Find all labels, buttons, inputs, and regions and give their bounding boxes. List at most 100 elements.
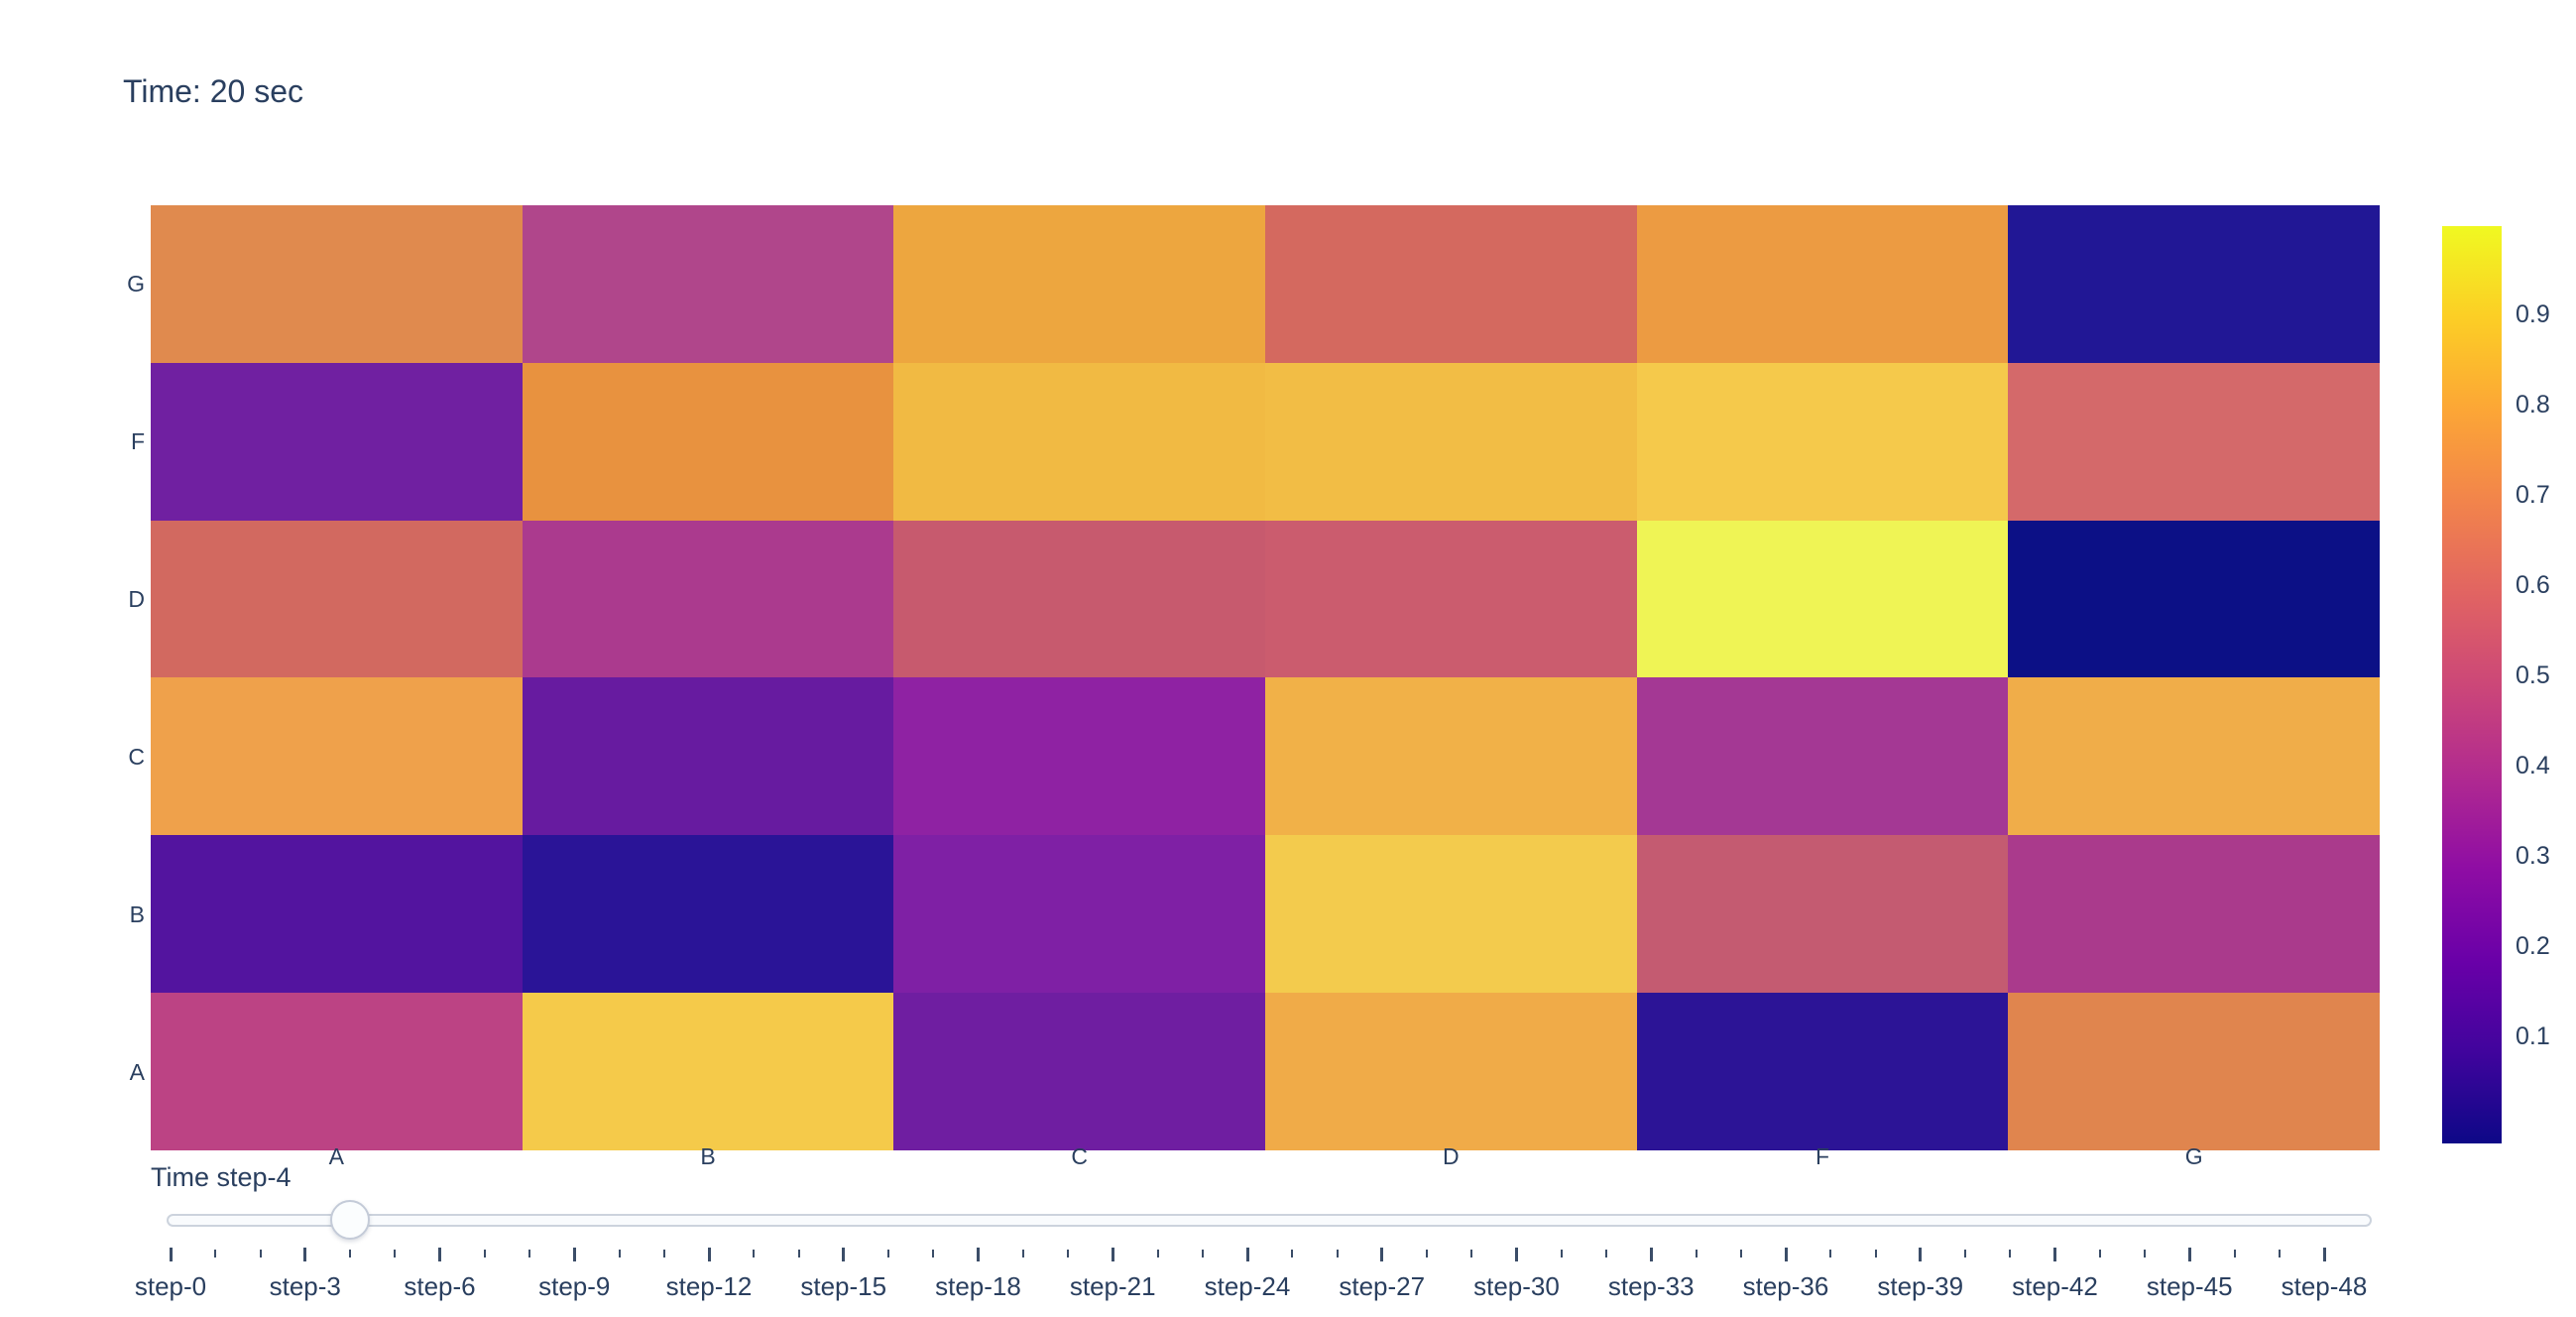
slider-rail[interactable] xyxy=(167,1214,2372,1227)
heatmap-cell[interactable] xyxy=(1264,835,1637,994)
slider-tick-label: step-6 xyxy=(404,1271,476,1301)
heatmap-cell[interactable] xyxy=(2008,205,2380,363)
slider-tick-mark xyxy=(2098,1250,2101,1257)
heatmap-cell[interactable] xyxy=(1636,362,2009,521)
heatmap-cell[interactable] xyxy=(2008,520,2380,678)
heatmap-cell[interactable] xyxy=(151,520,523,678)
heatmap-cell[interactable] xyxy=(893,993,1265,1150)
heatmap-cell[interactable] xyxy=(522,205,894,363)
slider-tick-mark xyxy=(1021,1250,1024,1257)
heatmap-cell[interactable] xyxy=(151,993,523,1150)
slider-tick-mark xyxy=(2053,1248,2056,1261)
slider-tick-mark xyxy=(2009,1250,2012,1257)
heatmap-cell[interactable] xyxy=(893,835,1265,994)
slider-tick-mark xyxy=(572,1248,576,1261)
heatmap-cell[interactable] xyxy=(1264,520,1637,678)
slider-tick-label: step-45 xyxy=(2146,1271,2233,1301)
colorbar-tick-label: 0.8 xyxy=(2516,390,2550,419)
slider-tick-mark xyxy=(1245,1248,1249,1261)
heatmap-cell[interactable] xyxy=(151,362,523,521)
slider-tick-mark xyxy=(797,1250,800,1257)
heatmap-cell[interactable] xyxy=(1636,677,2009,836)
heatmap-cell[interactable] xyxy=(522,677,894,836)
x-axis-label: C xyxy=(1071,1143,1088,1169)
x-axis-label: G xyxy=(2184,1143,2203,1169)
slider-tick-mark xyxy=(1919,1248,1923,1261)
slider-tick-mark xyxy=(1067,1250,1069,1257)
heatmap-cell[interactable] xyxy=(151,677,523,836)
heatmap-cell[interactable] xyxy=(151,205,523,363)
slider-tick-mark xyxy=(214,1250,217,1257)
slider-tick-label: step-18 xyxy=(935,1271,1021,1301)
heatmap-cell[interactable] xyxy=(1636,835,2009,994)
heatmap-cell[interactable] xyxy=(893,520,1265,678)
heatmap-cell[interactable] xyxy=(893,362,1265,521)
y-axis-label: C xyxy=(128,743,145,770)
heatmap-cell[interactable] xyxy=(1264,362,1637,521)
slider-tick-mark xyxy=(1784,1248,1788,1261)
slider-tick-label: step-42 xyxy=(2012,1271,2098,1301)
slider-tick-label: step-27 xyxy=(1339,1271,1426,1301)
heatmap-cell[interactable] xyxy=(1636,205,2009,363)
heatmap-cell[interactable] xyxy=(2008,993,2380,1150)
slider-tick-mark xyxy=(1649,1248,1653,1261)
colorbar-tick-label: 0.6 xyxy=(2516,570,2550,599)
slider-tick-mark xyxy=(842,1248,846,1261)
slider-tick-mark xyxy=(753,1250,756,1257)
slider-tick-mark xyxy=(528,1250,530,1257)
slider-tick-mark xyxy=(1605,1250,1607,1257)
x-axis-label: F xyxy=(1815,1143,1830,1169)
y-axis-label: B xyxy=(129,900,145,927)
slider-tick-mark xyxy=(662,1250,665,1257)
slider-tick-mark xyxy=(1380,1248,1384,1261)
slider-tick-mark xyxy=(2322,1248,2326,1261)
slider-tick-mark xyxy=(707,1248,711,1261)
slider-tick-mark xyxy=(2144,1250,2146,1257)
slider-tick-mark xyxy=(1156,1250,1159,1257)
slider-tick-label: step-12 xyxy=(665,1271,753,1301)
slider-tick-mark xyxy=(1111,1248,1114,1261)
slider-tick-mark xyxy=(977,1248,980,1261)
heatmap-cell[interactable] xyxy=(1264,993,1637,1150)
heatmap-cell[interactable] xyxy=(522,835,894,994)
heatmap-cell[interactable] xyxy=(893,205,1265,363)
slider-handle[interactable] xyxy=(330,1200,370,1240)
x-axis-label: B xyxy=(700,1143,716,1169)
heatmap-cell[interactable] xyxy=(151,835,523,994)
heatmap-cell[interactable] xyxy=(522,520,894,678)
heatmap-cell[interactable] xyxy=(1264,677,1637,836)
slider-tick-mark xyxy=(1874,1250,1877,1257)
heatmap-cell[interactable] xyxy=(2008,362,2380,521)
slider-tick-mark xyxy=(1964,1250,1966,1257)
y-axis-label: F xyxy=(130,428,145,455)
slider-tick-mark xyxy=(1515,1248,1518,1261)
slider-tick-mark xyxy=(2278,1250,2281,1257)
slider-tick-label: step-24 xyxy=(1204,1271,1291,1301)
heatmap-grid[interactable] xyxy=(151,205,2380,1150)
heatmap-cell[interactable] xyxy=(2008,835,2380,994)
slider-tick-mark xyxy=(618,1250,621,1257)
colorbar-tick-label: 0.7 xyxy=(2516,480,2550,509)
x-axis-label: D xyxy=(1443,1143,1460,1169)
slider-tick-mark xyxy=(1336,1250,1339,1257)
heatmap-cell[interactable] xyxy=(1636,993,2009,1150)
slider-tick-label: step-9 xyxy=(538,1271,611,1301)
slider-tick-mark xyxy=(2187,1248,2191,1261)
colorbar-tick-label: 0.5 xyxy=(2516,660,2550,689)
slider-tick-mark xyxy=(349,1250,351,1257)
heatmap-cell[interactable] xyxy=(522,993,894,1150)
heatmap-cell[interactable] xyxy=(2008,677,2380,836)
slider-current-value-label: Time step-4 xyxy=(151,1162,292,1192)
slider-tick-label: step-0 xyxy=(134,1271,207,1301)
heatmap-cell[interactable] xyxy=(1636,520,2009,678)
slider-tick-mark xyxy=(1426,1250,1428,1257)
heatmap-cell[interactable] xyxy=(893,677,1265,836)
chart-title: Time: 20 sec xyxy=(123,73,303,109)
slider-tick-label: step-3 xyxy=(269,1271,341,1301)
colorbar-tick-label: 0.4 xyxy=(2516,751,2550,779)
heatmap-cell[interactable] xyxy=(522,362,894,521)
heatmap-cell[interactable] xyxy=(1264,205,1637,363)
y-axis-label: D xyxy=(128,586,145,613)
slider-tick-mark xyxy=(1695,1250,1698,1257)
